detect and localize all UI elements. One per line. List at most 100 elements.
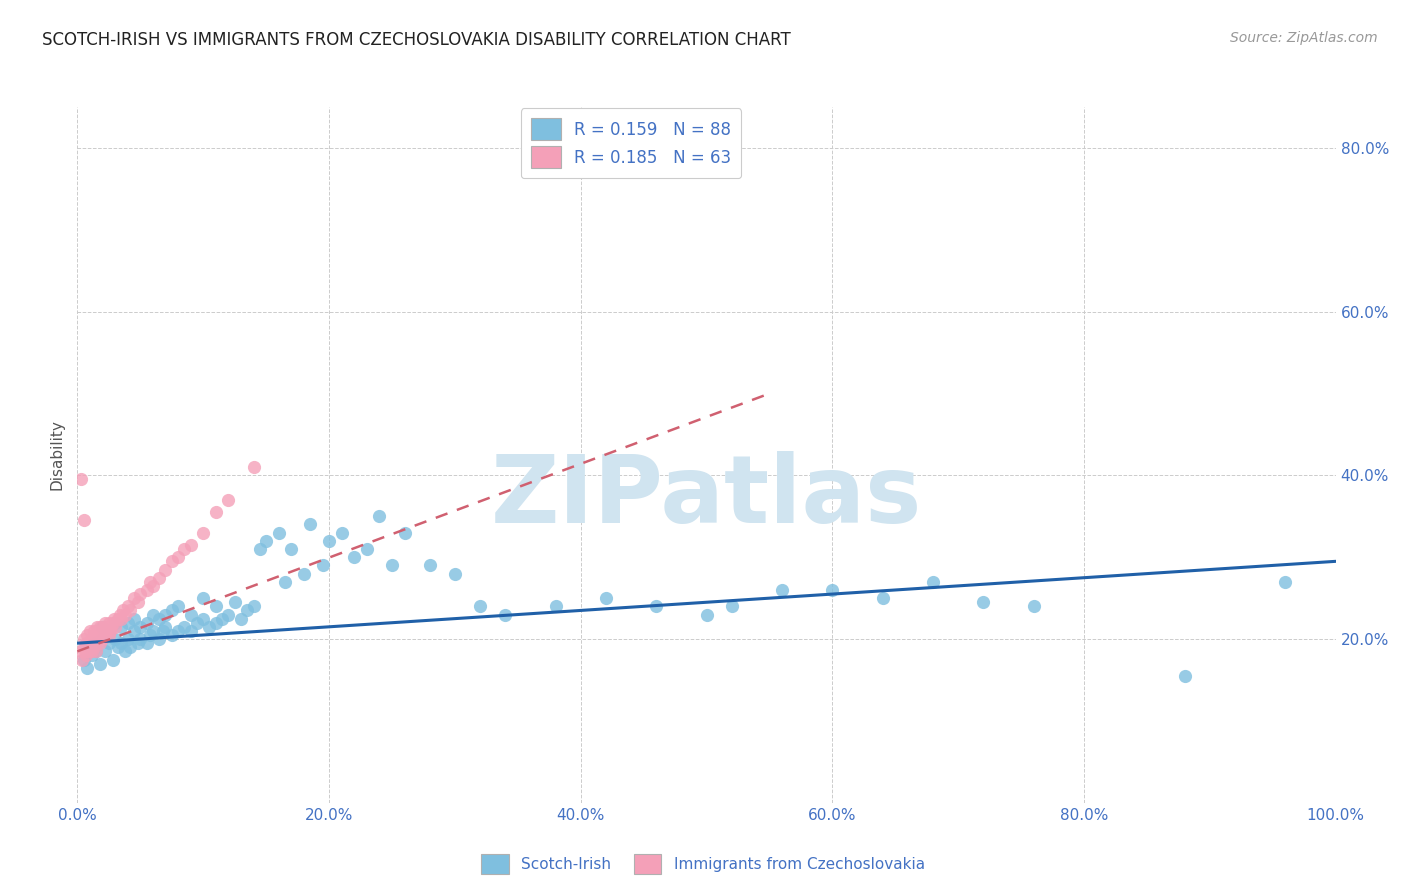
Point xyxy=(217,492,239,507)
Point xyxy=(103,612,125,626)
Point xyxy=(93,620,115,634)
Point xyxy=(180,607,202,622)
Point xyxy=(97,628,120,642)
Point xyxy=(84,636,107,650)
Point xyxy=(381,558,404,573)
Point xyxy=(84,644,107,658)
Point xyxy=(249,542,271,557)
Point xyxy=(120,640,142,655)
Point xyxy=(152,624,174,638)
Point xyxy=(368,509,391,524)
Point xyxy=(122,591,145,606)
Point xyxy=(76,628,98,642)
Point xyxy=(72,632,94,646)
Point xyxy=(645,599,668,614)
Point xyxy=(86,620,108,634)
Point xyxy=(204,505,226,519)
Point xyxy=(770,582,793,597)
Point xyxy=(167,599,190,614)
Point xyxy=(117,599,139,614)
Point xyxy=(394,525,416,540)
Point xyxy=(122,624,145,638)
Point xyxy=(180,538,202,552)
Point xyxy=(129,620,152,634)
Point xyxy=(84,644,107,658)
Point xyxy=(96,620,118,634)
Point xyxy=(186,615,208,630)
Point xyxy=(135,615,157,630)
Point xyxy=(229,612,252,626)
Point xyxy=(224,595,246,609)
Point xyxy=(89,657,111,671)
Point xyxy=(544,599,567,614)
Point xyxy=(96,624,118,638)
Point xyxy=(104,632,127,646)
Text: SCOTCH-IRISH VS IMMIGRANTS FROM CZECHOSLOVAKIA DISABILITY CORRELATION CHART: SCOTCH-IRISH VS IMMIGRANTS FROM CZECHOSL… xyxy=(42,31,792,49)
Point xyxy=(173,542,195,557)
Point xyxy=(90,628,112,642)
Point xyxy=(1174,669,1197,683)
Point xyxy=(142,624,165,638)
Point xyxy=(198,620,221,634)
Point xyxy=(139,574,162,589)
Point xyxy=(83,624,105,638)
Point xyxy=(419,558,441,573)
Point xyxy=(254,533,277,548)
Point xyxy=(242,460,264,475)
Point xyxy=(139,628,162,642)
Point xyxy=(117,632,139,646)
Point xyxy=(104,615,127,630)
Point xyxy=(280,542,302,557)
Point xyxy=(79,644,101,658)
Point xyxy=(160,603,183,617)
Point xyxy=(98,624,121,638)
Point xyxy=(1022,599,1045,614)
Point xyxy=(97,615,120,630)
Point xyxy=(444,566,467,581)
Point xyxy=(267,525,290,540)
Point xyxy=(135,582,157,597)
Point xyxy=(494,607,516,622)
Point xyxy=(330,525,353,540)
Point xyxy=(312,558,335,573)
Point xyxy=(97,636,120,650)
Point xyxy=(148,571,170,585)
Point xyxy=(236,603,259,617)
Point xyxy=(204,615,226,630)
Point xyxy=(101,652,124,666)
Point xyxy=(1274,574,1296,589)
Point xyxy=(77,640,100,655)
Point xyxy=(204,599,226,614)
Text: ZIPatlas: ZIPatlas xyxy=(491,450,922,542)
Point xyxy=(173,620,195,634)
Point xyxy=(82,632,104,646)
Point xyxy=(127,636,149,650)
Point xyxy=(155,620,177,634)
Point xyxy=(75,636,97,650)
Point xyxy=(82,644,104,658)
Point xyxy=(191,591,215,606)
Point xyxy=(104,620,127,634)
Point xyxy=(94,644,117,658)
Point xyxy=(91,620,114,634)
Point xyxy=(242,599,264,614)
Point xyxy=(872,591,894,606)
Point xyxy=(70,473,93,487)
Point xyxy=(79,640,101,655)
Point xyxy=(142,607,165,622)
Point xyxy=(114,607,136,622)
Point xyxy=(148,632,170,646)
Point xyxy=(91,632,114,646)
Point xyxy=(122,612,145,626)
Point xyxy=(211,612,233,626)
Point xyxy=(72,640,94,655)
Point xyxy=(356,542,378,557)
Point xyxy=(100,620,122,634)
Point xyxy=(82,648,104,663)
Point xyxy=(110,636,132,650)
Point xyxy=(79,636,101,650)
Point xyxy=(107,640,129,655)
Point xyxy=(72,652,94,666)
Point xyxy=(120,603,142,617)
Point xyxy=(127,595,149,609)
